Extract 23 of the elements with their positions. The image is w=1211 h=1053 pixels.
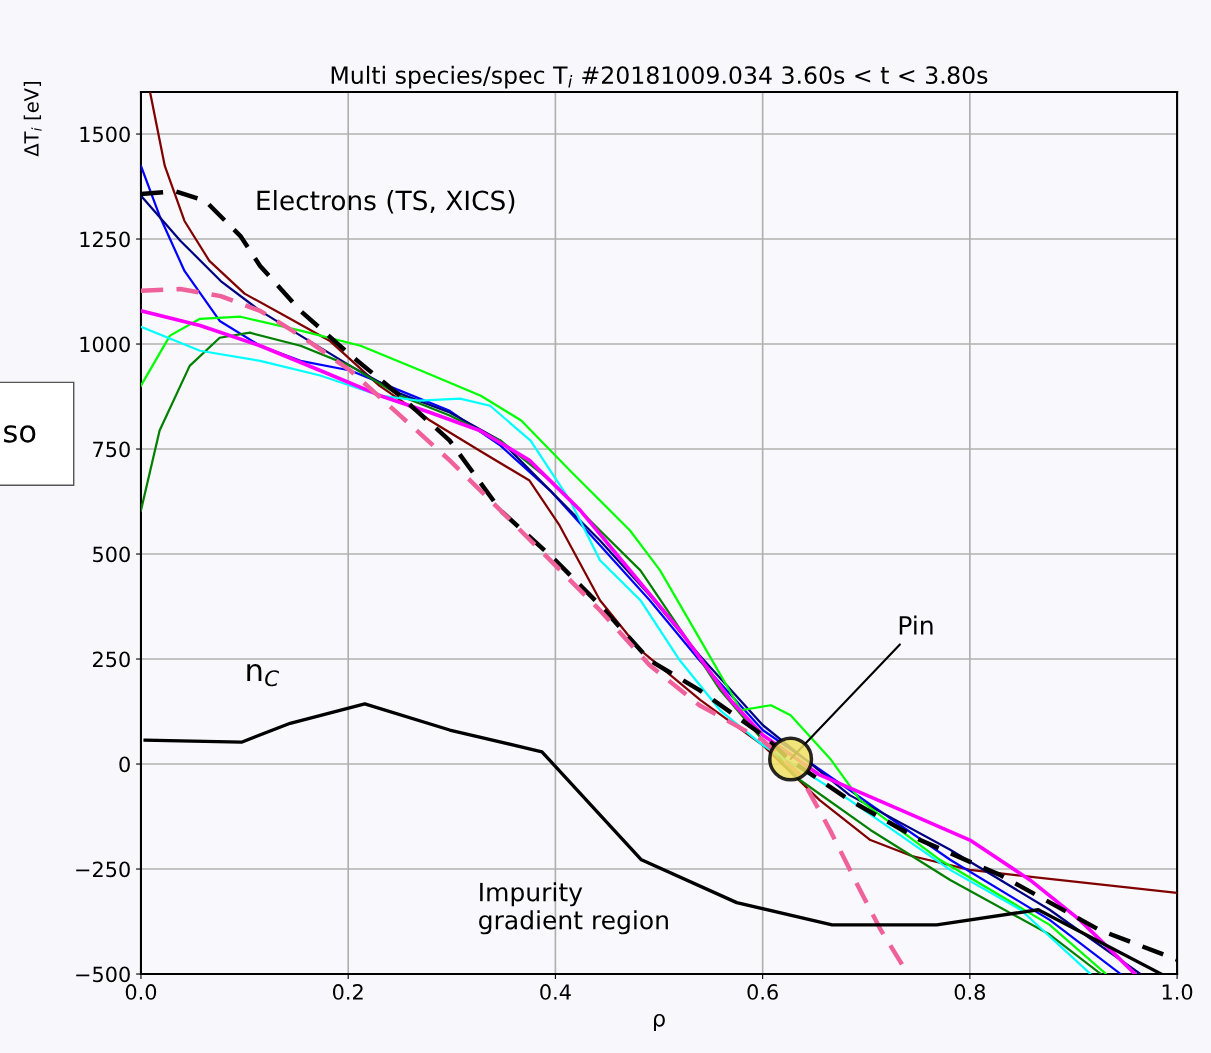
y-tick-label: 500 xyxy=(93,546,130,563)
y-tick-label: −500 xyxy=(76,966,130,983)
annotation: n$_{C}$ xyxy=(247,663,280,687)
y-tick-label: 250 xyxy=(93,651,130,668)
annotation: Electrons (TS, XICS) xyxy=(257,189,515,214)
y-tick-label: 1250 xyxy=(80,231,130,248)
x-tick-label: 1.0 xyxy=(1162,984,1193,1000)
annotation: Pin xyxy=(899,615,933,635)
x-tick-label: 0.6 xyxy=(747,984,778,1000)
text: so xyxy=(4,425,36,443)
y-tick-label: 1000 xyxy=(80,336,130,353)
annotation: Impurity gradient region xyxy=(479,882,668,935)
y-tick-label: −250 xyxy=(76,861,130,878)
y-tick-label: 0 xyxy=(119,756,130,773)
y-tick-label: 750 xyxy=(93,441,130,458)
y-tick-label: 1500 xyxy=(80,126,130,143)
x-axis-title: ρ xyxy=(653,1013,665,1031)
y-axis-title: ΔT$_{i}$ [eV] xyxy=(23,82,42,157)
x-tick-label: 0.4 xyxy=(540,984,571,1000)
chart-title: Multi species/spec T$_{i}$ #20181009.034 3.60s < t < 3.80s xyxy=(331,65,988,89)
x-tick-label: 0.2 xyxy=(332,984,363,1000)
x-tick-label: 0.0 xyxy=(125,984,157,1000)
x-tick-label: 0.8 xyxy=(954,984,986,1000)
